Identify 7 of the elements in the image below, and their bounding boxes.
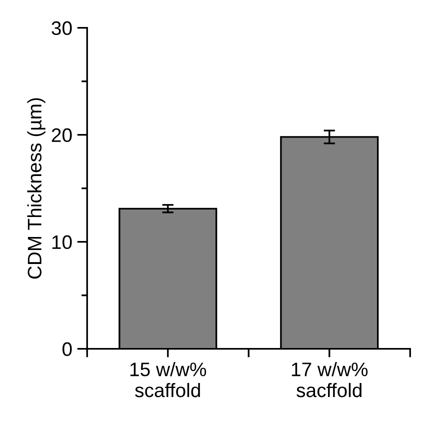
y-tick-label: 0 bbox=[62, 342, 72, 356]
y-axis-title: CDM Thickness (µm) bbox=[27, 98, 46, 279]
y-tick-label: 30 bbox=[52, 21, 72, 36]
x-tick-label: 17 w/w% sacffold bbox=[292, 362, 368, 398]
x-tick-label: 15 w/w% scaffold bbox=[130, 362, 206, 398]
y-tick-label: 10 bbox=[52, 235, 72, 250]
y-tick-label: 20 bbox=[52, 128, 72, 142]
